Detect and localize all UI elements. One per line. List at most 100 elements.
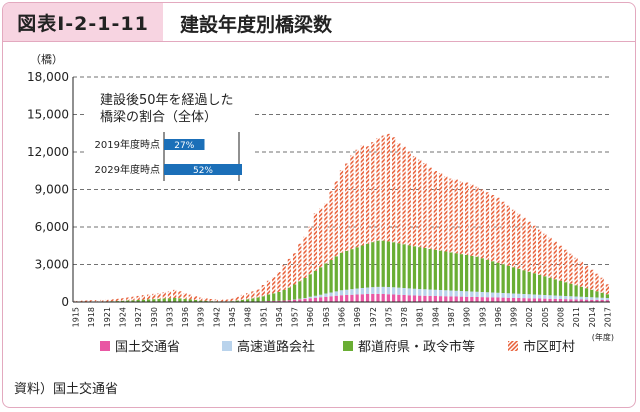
x-tick-label: 1915 <box>72 307 81 327</box>
bar-expressway <box>480 292 484 298</box>
bar-mlit <box>319 297 323 302</box>
bar-municipality <box>204 298 208 301</box>
bar-prefecture <box>324 263 328 294</box>
bar-municipality <box>136 295 140 300</box>
bar-mlit <box>444 296 448 302</box>
bar-expressway <box>558 295 563 299</box>
y-tick-label: 3,000 <box>35 258 69 272</box>
bar-expressway <box>402 288 406 295</box>
bar-prefecture <box>376 240 380 287</box>
bar-prefecture <box>298 281 302 299</box>
bar-prefecture <box>287 287 291 301</box>
bar-mlit <box>485 297 490 302</box>
bar-municipality <box>105 299 109 302</box>
bar-municipality <box>454 179 458 254</box>
bar-mlit <box>449 296 453 303</box>
bar-mlit <box>392 294 396 302</box>
bar-mlit <box>465 296 469 302</box>
bar-prefecture <box>600 292 604 298</box>
bar-mlit <box>553 298 557 303</box>
bar-municipality <box>506 205 510 266</box>
bar-municipality <box>485 192 490 260</box>
bar-expressway <box>433 289 437 296</box>
bar-municipality <box>131 296 135 301</box>
bar-municipality <box>517 213 521 269</box>
bar-mlit <box>313 297 318 302</box>
bar-municipality <box>230 298 234 302</box>
bar-mlit <box>454 296 458 302</box>
bar-mlit <box>480 297 484 303</box>
bar-prefecture <box>188 299 192 302</box>
x-tick-label: 1939 <box>197 307 206 327</box>
header-band <box>3 3 635 42</box>
bar-municipality <box>219 299 224 302</box>
bar-municipality <box>491 195 495 262</box>
bar-municipality <box>569 253 573 284</box>
bar-expressway <box>584 297 589 300</box>
bar-mlit <box>470 296 474 303</box>
bar-prefecture <box>579 286 583 297</box>
bar-municipality <box>152 293 156 300</box>
bar-expressway <box>339 290 344 296</box>
bar-expressway <box>485 292 490 298</box>
bar-mlit <box>590 299 594 302</box>
bar-municipality <box>89 300 93 302</box>
bar-mlit <box>459 296 464 303</box>
bar-prefecture <box>538 274 542 295</box>
bar-prefecture <box>517 268 521 294</box>
inset-bar-value: 27% <box>174 141 194 151</box>
bar-municipality <box>470 184 474 256</box>
bar-municipality <box>355 149 359 248</box>
bar-expressway <box>491 292 495 298</box>
bar-municipality <box>444 176 448 252</box>
bar-prefecture <box>183 298 187 302</box>
bar-expressway <box>438 290 443 297</box>
bar-mlit <box>501 297 505 303</box>
bar-prefecture <box>444 251 448 291</box>
x-tick-label: 2002 <box>525 307 534 327</box>
bar-municipality <box>475 186 479 257</box>
bar-mlit <box>527 298 531 302</box>
bar-prefecture <box>574 285 578 297</box>
bar-mlit <box>538 298 542 302</box>
bar-expressway <box>574 296 578 300</box>
legend-label: 高速道路会社 <box>237 339 315 355</box>
bar-mlit <box>548 298 552 302</box>
bar-mlit <box>506 297 510 302</box>
bar-prefecture <box>475 256 479 292</box>
figure-frame <box>2 2 636 408</box>
bar-municipality <box>532 225 537 274</box>
bar-municipality <box>428 167 432 249</box>
bar-mlit <box>397 294 401 302</box>
bar-expressway <box>553 295 557 299</box>
bar-expressway <box>345 289 349 295</box>
bar-municipality <box>527 221 531 272</box>
bar-mlit <box>574 299 578 303</box>
bar-expressway <box>579 296 583 300</box>
bar-mlit <box>365 294 370 302</box>
bar-expressway <box>407 288 411 296</box>
x-tick-label: 1930 <box>150 307 159 327</box>
inset-bar-label: 2019年度時点 <box>95 138 160 151</box>
bar-prefecture <box>595 291 599 298</box>
bar-prefecture <box>256 297 260 302</box>
bar-municipality <box>423 163 427 248</box>
bar-municipality <box>214 299 218 302</box>
bar-expressway <box>548 295 552 299</box>
bar-expressway <box>506 293 510 298</box>
bar-municipality <box>449 178 453 253</box>
x-tick-label: 1942 <box>212 307 221 327</box>
bar-municipality <box>84 300 88 302</box>
bar-mlit <box>376 293 380 303</box>
bar-prefecture <box>402 244 406 288</box>
bar-municipality <box>235 296 239 301</box>
bar-municipality <box>584 265 589 289</box>
bar-mlit <box>272 300 276 303</box>
bar-mlit <box>569 299 573 302</box>
bar-mlit <box>355 294 359 302</box>
bar-prefecture <box>543 276 547 295</box>
bar-municipality <box>543 233 547 277</box>
bar-prefecture <box>371 242 375 288</box>
bar-prefecture <box>204 300 208 302</box>
bar-expressway <box>324 293 328 297</box>
